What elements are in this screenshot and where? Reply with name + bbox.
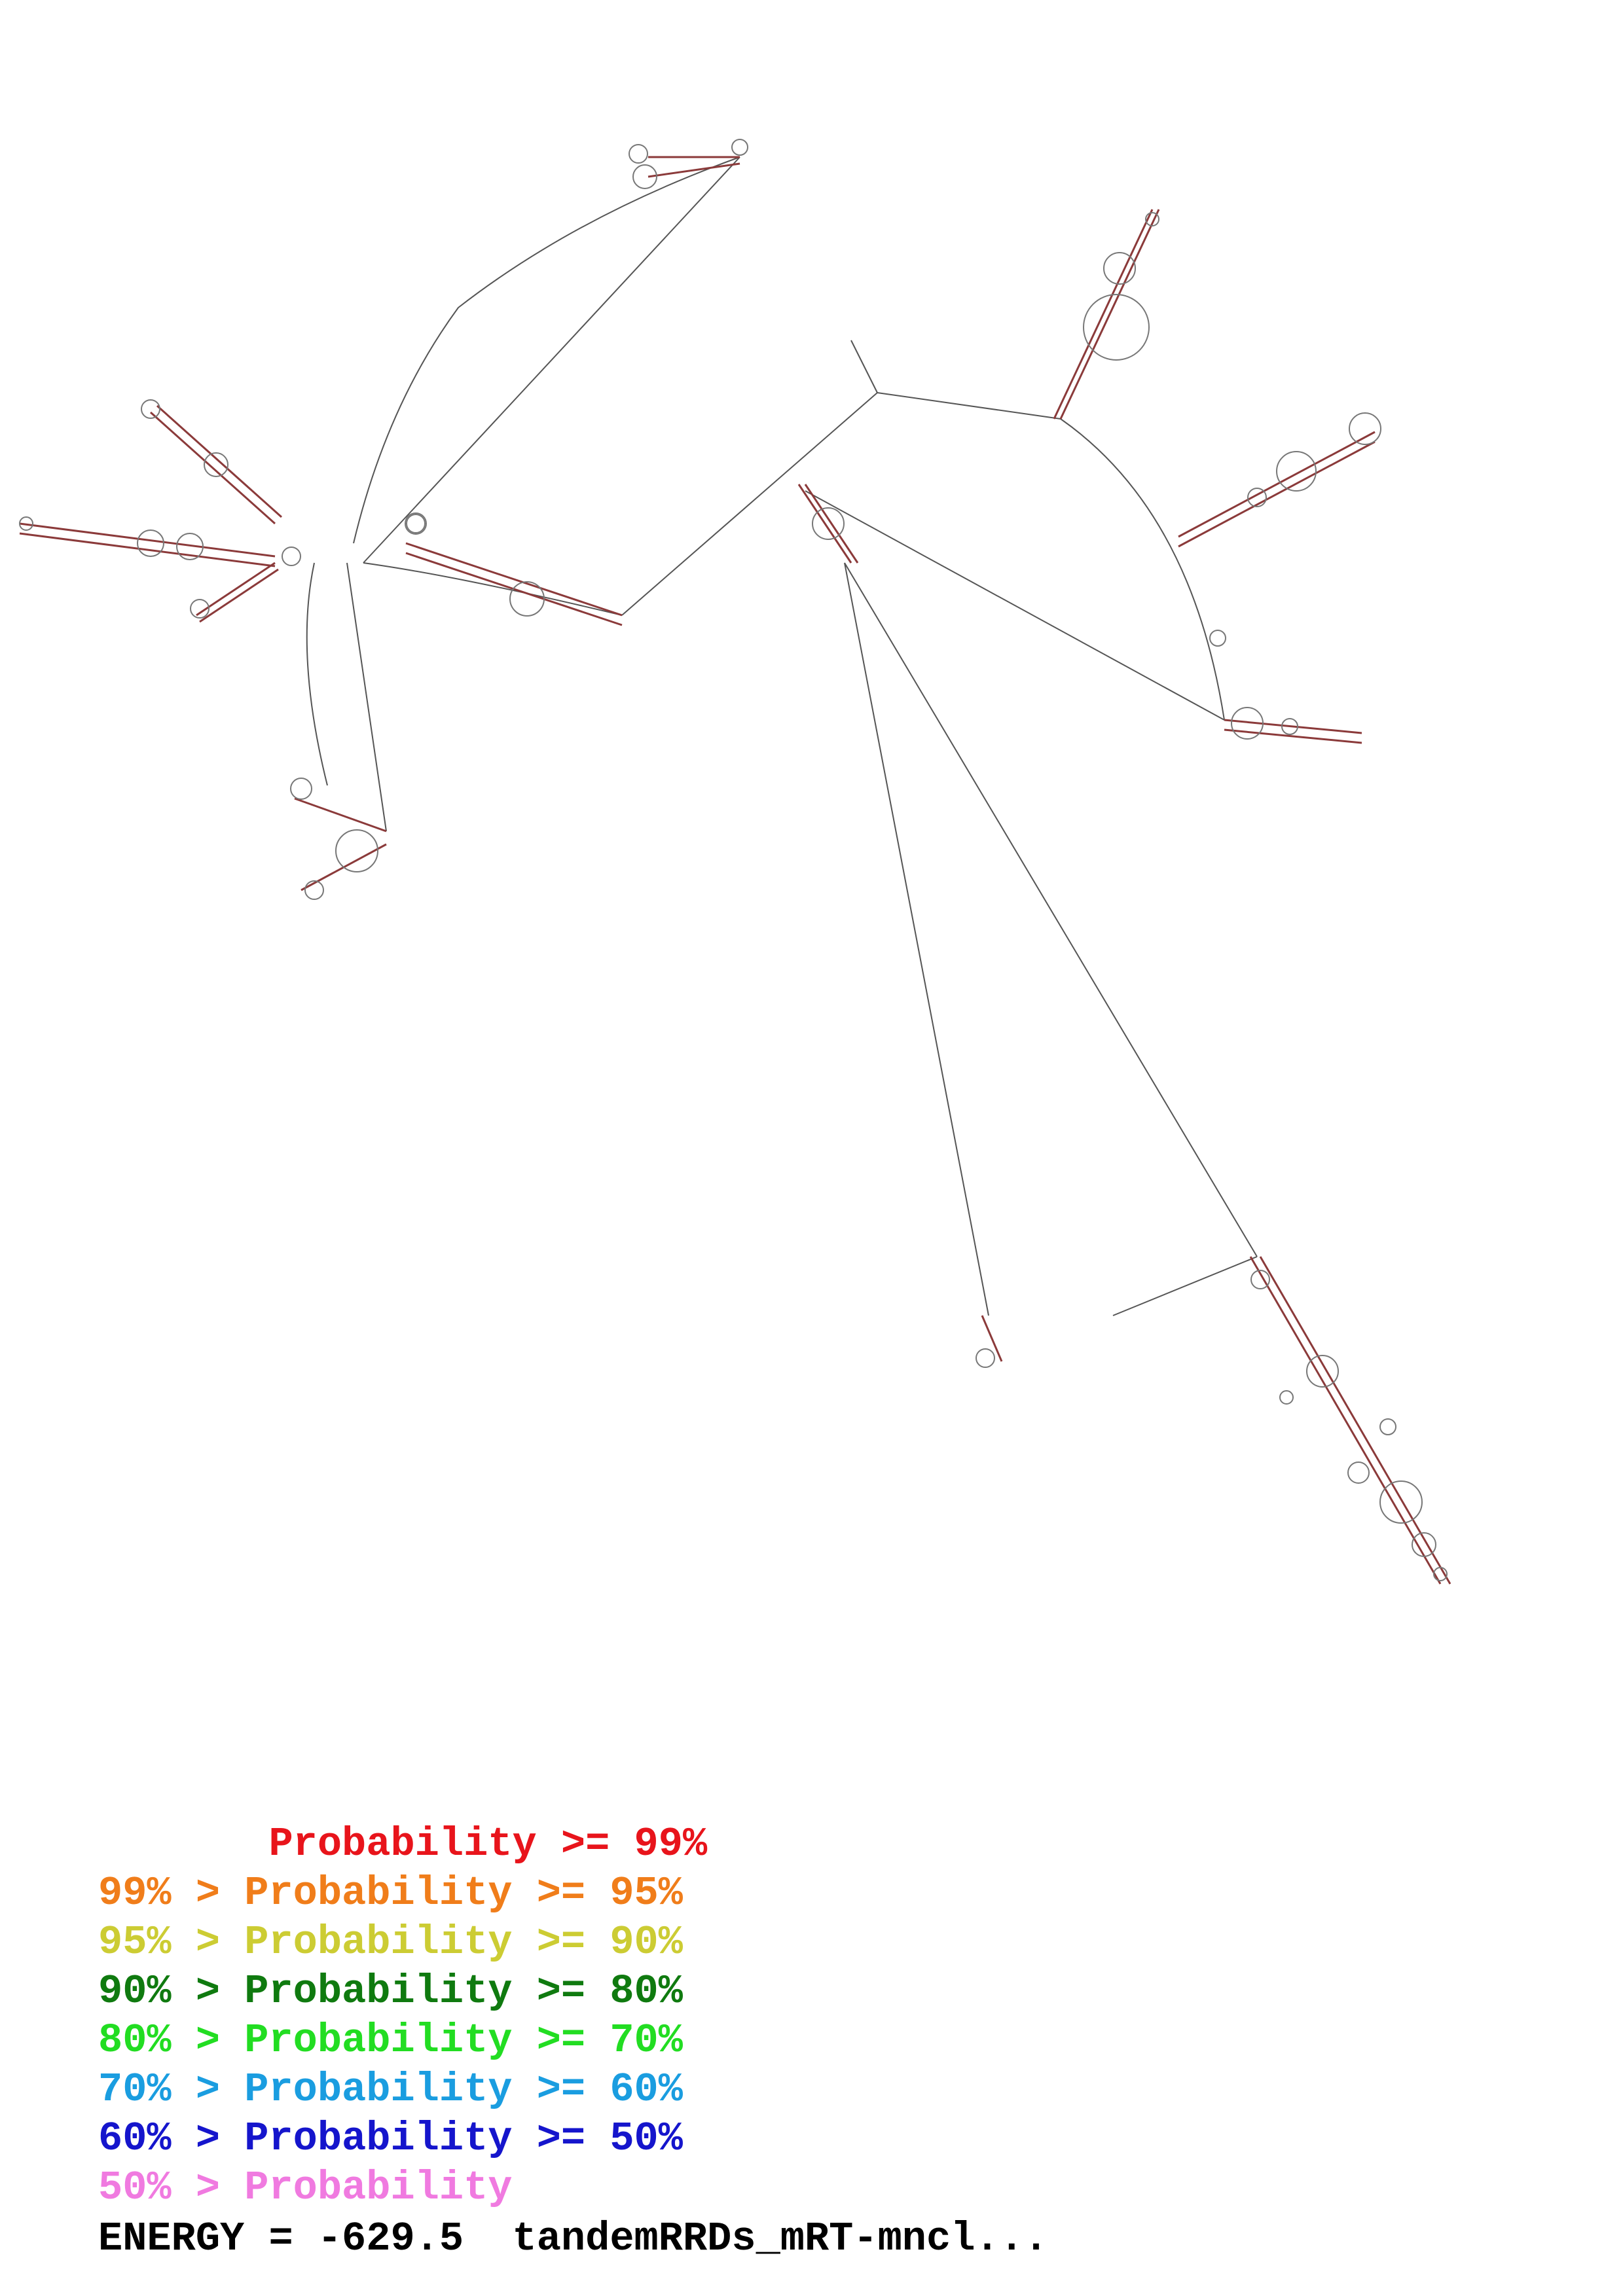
probability-legend: Probability >= 99% 99% > Probability >= … (98, 1820, 707, 2212)
helix-stems (19, 156, 1451, 1585)
legend-row-50: 60% > Probability >= 50% (98, 2115, 683, 2162)
rna-structure-diagram (19, 139, 1451, 1585)
legend-row-90: 95% > Probability >= 90% (98, 1919, 683, 1965)
backbone-lines (306, 156, 1258, 1316)
legend-row-60: 70% > Probability >= 60% (98, 2066, 683, 2113)
legend-row-99: Probability >= 99% (98, 1821, 708, 1867)
legend-row-70: 80% > Probability >= 70% (98, 2017, 683, 2064)
energy-label: ENERGY = -629.5 tandemRRDs_mRT-mncl... (98, 2215, 1049, 2262)
hairpin-loops (19, 139, 1448, 1581)
legend-row-95: 99% > Probability >= 95% (98, 1870, 683, 1916)
legend-row-below-50: 50% > Probability (98, 2164, 513, 2211)
legend-row-80: 90% > Probability >= 80% (98, 1968, 683, 2015)
